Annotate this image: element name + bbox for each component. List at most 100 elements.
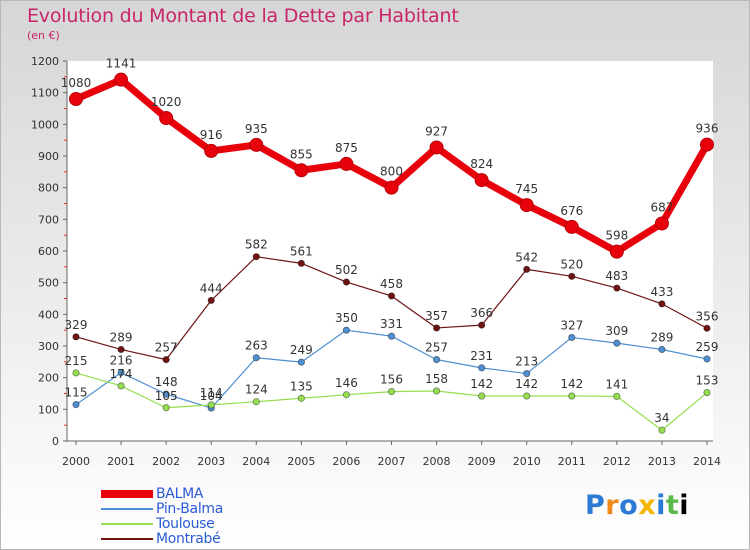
data-label: 153 bbox=[696, 374, 719, 388]
y-tick-label: 800 bbox=[38, 182, 59, 195]
data-point bbox=[654, 216, 669, 231]
data-point bbox=[204, 143, 219, 158]
data-point bbox=[658, 426, 666, 434]
data-point bbox=[252, 398, 260, 406]
data-point bbox=[117, 368, 125, 377]
data-label: 1141 bbox=[106, 57, 137, 71]
chart-title: Evolution du Montant de la Dette par Hab… bbox=[27, 5, 459, 27]
legend-swatch-balma bbox=[101, 490, 153, 498]
data-point bbox=[342, 278, 351, 286]
data-point bbox=[387, 387, 396, 396]
data-point bbox=[568, 272, 576, 280]
data-label: 135 bbox=[290, 379, 313, 393]
legend-swatch-toulouse bbox=[101, 523, 153, 525]
data-point bbox=[207, 296, 215, 304]
data-point bbox=[69, 92, 83, 106]
logo-letter: t bbox=[665, 490, 680, 521]
data-label: 124 bbox=[245, 383, 268, 397]
data-label: 687 bbox=[650, 200, 673, 214]
data-point bbox=[294, 163, 309, 178]
data-point bbox=[523, 369, 531, 378]
data-label: 34 bbox=[654, 411, 669, 425]
legend-label-montrabe: Montrabé bbox=[156, 531, 221, 547]
data-point bbox=[162, 356, 170, 364]
x-tick-label: 2010 bbox=[513, 455, 541, 468]
data-point bbox=[613, 392, 621, 400]
data-label: 520 bbox=[560, 257, 583, 271]
y-tick-label: 500 bbox=[38, 277, 59, 290]
y-tick-label: 1000 bbox=[31, 118, 59, 131]
data-point bbox=[432, 324, 441, 332]
data-point bbox=[658, 300, 666, 308]
data-label: 916 bbox=[200, 128, 223, 142]
y-tick-label: 300 bbox=[38, 340, 59, 353]
data-point bbox=[523, 392, 531, 400]
legend-label-pin-balma: Pin-Balma bbox=[156, 501, 224, 517]
data-point bbox=[72, 333, 80, 341]
data-point bbox=[162, 390, 170, 398]
data-label: 350 bbox=[335, 311, 358, 325]
data-label: 257 bbox=[425, 341, 448, 355]
x-tick-label: 2003 bbox=[197, 455, 225, 468]
data-point bbox=[387, 332, 396, 340]
data-point bbox=[519, 198, 534, 213]
data-point bbox=[207, 401, 215, 409]
data-label: 329 bbox=[65, 318, 88, 332]
data-label: 561 bbox=[290, 244, 313, 258]
data-label: 216 bbox=[110, 354, 133, 368]
data-point bbox=[252, 354, 260, 362]
data-point bbox=[523, 265, 531, 273]
data-point bbox=[117, 345, 125, 354]
data-label: 935 bbox=[245, 122, 268, 136]
x-tick-label: 2002 bbox=[152, 455, 180, 468]
data-label: 483 bbox=[605, 269, 628, 283]
data-label: 1020 bbox=[151, 95, 182, 109]
legend-swatch-pin-balma bbox=[101, 508, 153, 510]
data-label: 215 bbox=[65, 354, 88, 368]
data-label: 855 bbox=[290, 147, 313, 161]
data-label: 327 bbox=[560, 318, 583, 332]
y-tick-label: 1100 bbox=[31, 87, 59, 100]
data-point bbox=[432, 387, 441, 395]
data-label: 142 bbox=[560, 377, 583, 391]
data-label: 309 bbox=[605, 324, 628, 338]
data-label: 582 bbox=[245, 238, 268, 252]
data-point bbox=[429, 140, 444, 155]
data-point bbox=[162, 404, 170, 412]
data-point bbox=[72, 400, 80, 409]
x-tick-label: 2000 bbox=[62, 455, 90, 468]
data-label: 1080 bbox=[61, 76, 92, 90]
logo-letter: x bbox=[638, 490, 657, 521]
legend-label-toulouse: Toulouse bbox=[156, 516, 215, 532]
data-label: 331 bbox=[380, 317, 403, 331]
x-tick-label: 2005 bbox=[287, 455, 315, 468]
y-tick-label: 200 bbox=[38, 372, 59, 385]
data-point bbox=[249, 137, 264, 152]
data-label: 249 bbox=[290, 343, 313, 357]
data-point bbox=[342, 326, 351, 334]
data-label: 115 bbox=[65, 386, 88, 400]
legend-swatch-montrabe bbox=[101, 538, 153, 540]
data-label: 156 bbox=[380, 373, 403, 387]
data-label: 357 bbox=[425, 309, 448, 323]
data-label: 259 bbox=[696, 340, 719, 354]
data-point bbox=[700, 137, 714, 152]
data-point bbox=[297, 358, 305, 366]
chart-subtitle: (en €) bbox=[27, 29, 60, 42]
x-tick-label: 2007 bbox=[378, 455, 406, 468]
data-point bbox=[114, 72, 129, 87]
data-point bbox=[703, 355, 711, 363]
data-label: 104 bbox=[200, 389, 223, 403]
data-label: 356 bbox=[696, 309, 719, 323]
data-point bbox=[703, 324, 711, 332]
data-point bbox=[703, 388, 711, 397]
data-label: 142 bbox=[470, 377, 493, 391]
data-label: 927 bbox=[425, 124, 448, 138]
logo-letter: i bbox=[656, 490, 666, 521]
data-label: 213 bbox=[515, 355, 538, 369]
data-point bbox=[384, 180, 399, 195]
data-label: 148 bbox=[155, 375, 178, 389]
data-point bbox=[474, 173, 489, 188]
